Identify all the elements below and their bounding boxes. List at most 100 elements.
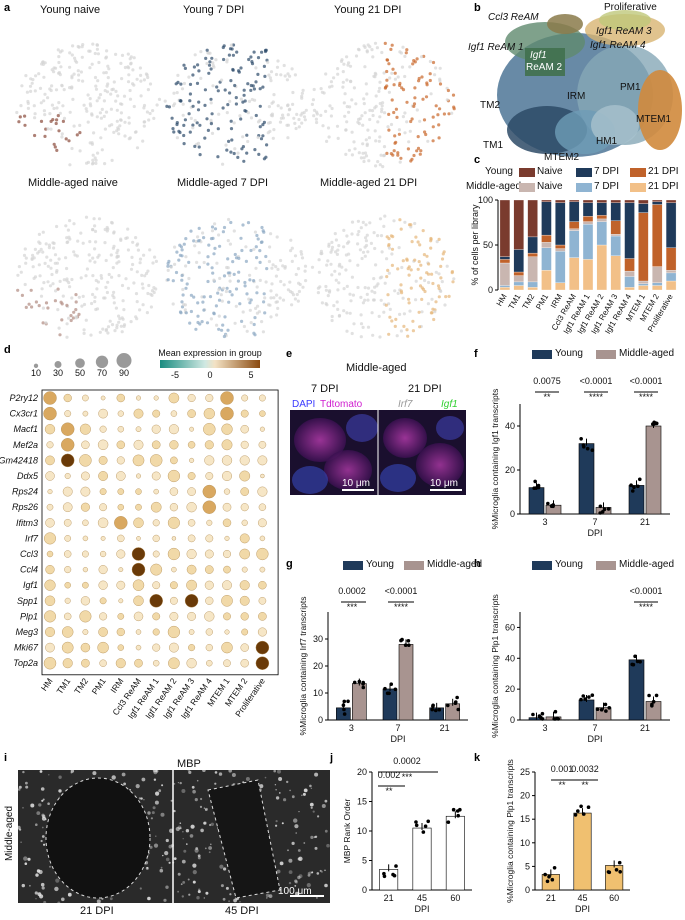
umap-point: [254, 80, 258, 84]
umap-point: [357, 122, 361, 126]
x-axis-label: DPI: [414, 904, 429, 914]
expression-dot: [82, 519, 89, 527]
texture-speck: [36, 811, 41, 815]
expression-dot: [64, 566, 72, 574]
umap-point: [103, 296, 107, 300]
expression-dot: [152, 519, 160, 527]
texture-speck: [35, 898, 37, 900]
umap-point: [64, 137, 68, 141]
umap-point: [202, 260, 206, 265]
umap-point: [235, 50, 239, 54]
umap-point: [151, 109, 155, 113]
umap-point: [418, 119, 422, 123]
expression-dot: [43, 391, 57, 405]
umap-point: [451, 93, 456, 97]
expression-dot: [116, 456, 125, 465]
expression-dot: [257, 486, 268, 497]
umap-point: [287, 108, 291, 112]
umap-point: [231, 68, 235, 72]
umap-point: [126, 227, 130, 231]
umap-point: [374, 72, 378, 76]
umap-point: [399, 329, 403, 333]
p-value-label: <0.0001: [630, 376, 663, 386]
umap-point: [139, 73, 143, 77]
umap-point: [201, 231, 205, 235]
umap-point: [348, 292, 352, 296]
umap-point: [342, 62, 346, 66]
expression-dot: [82, 535, 89, 542]
umap-point: [245, 292, 249, 296]
expression-dot: [135, 629, 142, 635]
expression-dot: [97, 517, 109, 529]
expression-dot: [257, 518, 267, 528]
umap-point: [93, 224, 97, 228]
umap-point: [242, 88, 246, 92]
texture-speck: [92, 771, 97, 776]
umap-point: [185, 282, 189, 286]
texture-speck: [96, 899, 101, 903]
stacked-bar-segment: [596, 199, 607, 203]
umap-point: [232, 151, 236, 156]
umap-point: [215, 323, 219, 327]
umap-point: [97, 96, 101, 100]
umap-point: [416, 135, 420, 139]
texture-speck: [153, 770, 158, 775]
umap-point: [342, 287, 346, 291]
stacked-bar-segment: [527, 236, 538, 254]
umap-point: [366, 286, 371, 290]
texture-speck: [312, 810, 315, 813]
umap-point: [67, 235, 71, 239]
umap-point: [266, 60, 270, 64]
data-point: [414, 823, 419, 828]
umap-point: [16, 273, 20, 277]
texture-speck: [177, 825, 182, 830]
umap-point: [283, 74, 287, 78]
data-point: [581, 694, 586, 698]
umap-point: [65, 240, 69, 245]
umap-point: [256, 237, 260, 241]
umap-point: [225, 111, 229, 115]
umap-point: [364, 236, 368, 240]
umap-point: [116, 254, 120, 258]
umap-point: [82, 331, 86, 335]
expression-dot: [221, 594, 233, 607]
umap-point: [72, 310, 76, 314]
texture-speck: [18, 788, 21, 791]
mbp-image: [18, 770, 330, 903]
stacked-bar-segment: [555, 244, 566, 249]
texture-speck: [165, 857, 170, 862]
umap-point: [219, 293, 223, 297]
umap-point: [67, 139, 71, 143]
umap-point: [415, 149, 419, 153]
umap-point: [111, 266, 115, 270]
umap-point: [182, 63, 186, 67]
umap-point: [419, 276, 423, 280]
umap-point: [188, 321, 192, 325]
texture-speck: [129, 789, 131, 791]
legend-swatch-middle-aged: [404, 561, 424, 570]
umap-point: [146, 75, 150, 80]
umap-point: [96, 52, 100, 56]
stain-label: Irf7: [398, 399, 413, 410]
umap-point: [379, 298, 383, 302]
stacked-bar-segment: [569, 199, 580, 202]
umap-point: [52, 246, 56, 250]
texture-speck: [259, 784, 264, 789]
umap-point: [57, 129, 61, 133]
umap-point: [428, 72, 432, 76]
umap-point: [110, 88, 114, 92]
umap-point: [183, 308, 187, 312]
umap-point: [102, 71, 106, 75]
texture-speck: [309, 802, 314, 807]
umap-point: [112, 230, 116, 234]
umap-point: [175, 121, 179, 125]
umap-title: Middle-aged 7 DPI: [177, 177, 269, 189]
x-tick-label: TM1: [507, 292, 523, 311]
umap-point: [60, 318, 64, 322]
umap-point: [210, 112, 214, 116]
group-label: TM1: [54, 676, 72, 696]
umap-point: [25, 90, 29, 94]
umap-point: [436, 284, 441, 288]
x-tick-label: TM2: [521, 292, 537, 311]
